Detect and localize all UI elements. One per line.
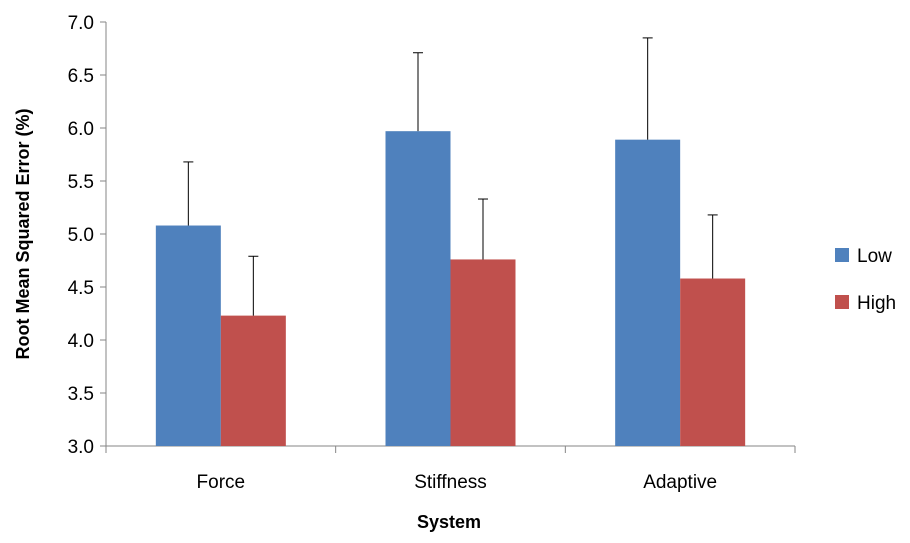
- legend-swatch-high: [835, 295, 849, 309]
- legend-swatch-low: [835, 248, 849, 262]
- bar-low-stiffness: [385, 131, 451, 446]
- x-axis-title: System: [417, 512, 481, 532]
- y-tick-label: 6.5: [68, 66, 94, 87]
- y-tick-label: 7.0: [68, 13, 94, 34]
- y-tick-label: 3.0: [68, 437, 94, 458]
- x-tick-label: Force: [197, 472, 246, 493]
- bar-low-force: [155, 225, 221, 446]
- error-bars: [183, 37, 718, 316]
- y-tick-label: 6.0: [68, 119, 94, 140]
- x-tick-label: Adaptive: [643, 472, 717, 493]
- legend: Low High: [835, 246, 896, 314]
- x-tick-label: Stiffness: [414, 472, 487, 493]
- x-axis: Force Stiffness Adaptive: [105, 445, 796, 493]
- y-tick-label: 3.5: [68, 384, 94, 405]
- y-tick-label: 5.0: [68, 225, 94, 246]
- y-tick-label: 4.0: [68, 331, 94, 352]
- bar-high-adaptive: [680, 278, 746, 446]
- y-tick-label: 4.5: [68, 278, 94, 299]
- y-axis: 3.0 3.5 4.0 4.5 5.0 5.5 6.0 6.5 7.0: [68, 13, 107, 458]
- legend-label-high: High: [857, 293, 896, 314]
- bar-low-adaptive: [615, 139, 681, 446]
- bars: [155, 131, 746, 446]
- bar-high-stiffness: [450, 259, 516, 446]
- y-axis-title: Root Mean Squared Error (%): [13, 108, 33, 359]
- bar-high-force: [220, 315, 286, 446]
- legend-label-low: Low: [857, 246, 892, 267]
- y-tick-label: 5.5: [68, 172, 94, 193]
